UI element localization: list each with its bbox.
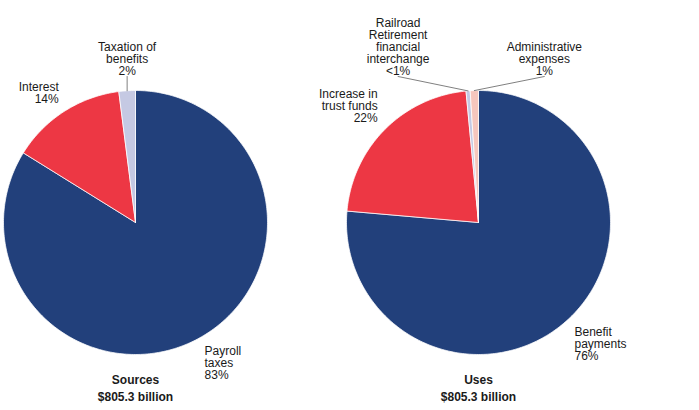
- svg-text:Increase intrust funds22%: Increase intrust funds22%: [319, 87, 378, 125]
- svg-text:RailroadRetirementfinancialint: RailroadRetirementfinancialinterchange<1…: [367, 16, 430, 78]
- svg-text:Taxation ofbenefits2%: Taxation ofbenefits2%: [98, 40, 157, 78]
- svg-text:$805.3 billion: $805.3 billion: [441, 390, 516, 404]
- svg-text:Sources: Sources: [112, 373, 160, 387]
- svg-text:Interest14%: Interest14%: [19, 80, 60, 106]
- svg-text:$805.3 billion: $805.3 billion: [98, 390, 173, 404]
- svg-text:Uses: Uses: [464, 373, 493, 387]
- svg-text:Benefitpayments76%: Benefitpayments76%: [574, 325, 626, 363]
- svg-text:Payrolltaxes83%: Payrolltaxes83%: [205, 344, 242, 382]
- svg-text:Administrativeexpenses1%: Administrativeexpenses1%: [507, 40, 583, 78]
